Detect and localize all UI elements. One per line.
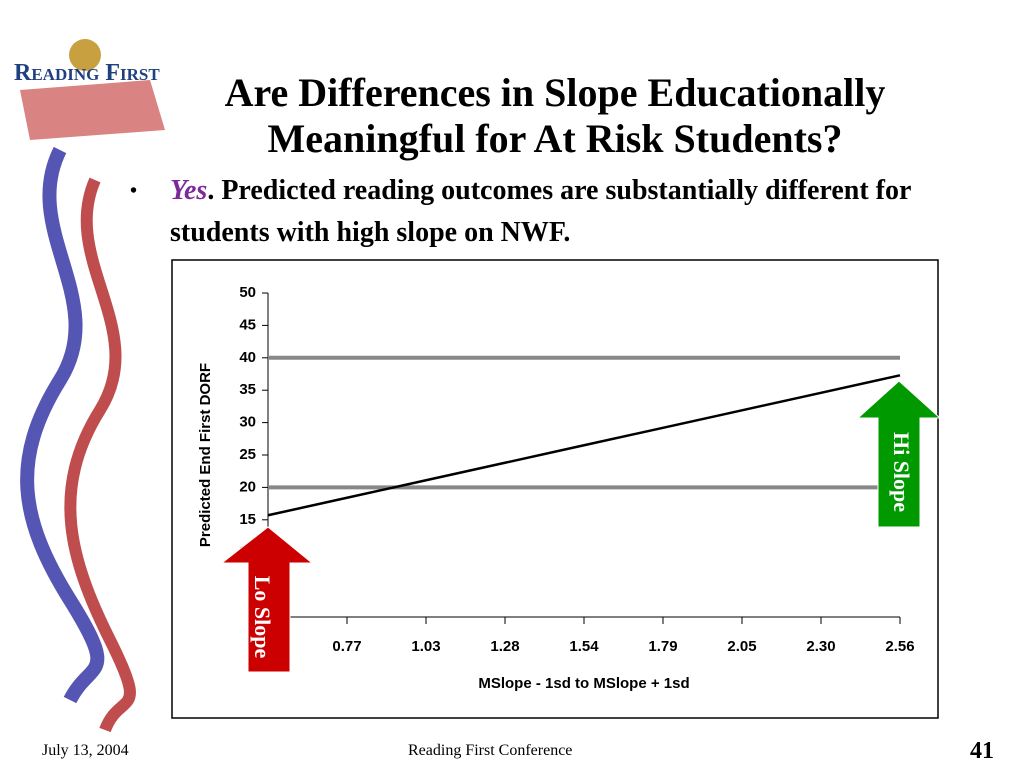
annotation-label: Lo Slope (250, 576, 275, 659)
footer-event: Reading First Conference (408, 742, 573, 759)
emphasis: Yes (170, 175, 208, 206)
page-number: 41 (970, 738, 994, 764)
ribbon (20, 146, 105, 704)
annotation-arrow (220, 526, 314, 673)
x-tick-label: 1.79 (648, 638, 677, 655)
ribbon (64, 177, 136, 733)
y-tick-label: 45 (239, 316, 256, 333)
y-tick-label: 15 (239, 511, 256, 528)
series-line (267, 374, 901, 517)
title: Are Differences in Slope Educationally M… (224, 70, 886, 161)
footer-date: July 13, 2004 (42, 742, 129, 759)
x-tick-label: 2.30 (806, 638, 835, 655)
x-tick-label: 1.03 (411, 638, 440, 655)
x-tick-label: 1.28 (490, 638, 519, 655)
x-tick-label: 2.56 (885, 638, 914, 655)
flag (20, 80, 165, 140)
y-axis-label: Predicted End First DORF (197, 363, 214, 547)
y-tick-label: 25 (239, 446, 256, 463)
bullet-text: . Predicted reading outcomes are substan… (170, 175, 911, 248)
y-tick-label: 50 (239, 284, 256, 301)
annotation-label: Hi Slope (889, 432, 914, 512)
annotation-arrow (856, 380, 942, 528)
y-tick-label: 20 (239, 478, 256, 495)
chart: 051015202530354045500.771.031.281.541.79… (197, 284, 942, 692)
x-tick-label: 0.77 (332, 638, 361, 655)
bullet: • Yes. Predicted reading outcomes are sub… (130, 175, 911, 248)
y-tick-label: 35 (239, 381, 256, 398)
x-axis-label: MSlope - 1sd to MSlope + 1sd (478, 675, 689, 692)
logo: Reading First (14, 60, 160, 86)
x-tick-label: 2.05 (727, 638, 756, 655)
x-tick-label: 1.54 (569, 638, 599, 655)
y-tick-label: 40 (239, 349, 256, 366)
seal (69, 39, 101, 71)
y-tick-label: 30 (239, 414, 256, 431)
